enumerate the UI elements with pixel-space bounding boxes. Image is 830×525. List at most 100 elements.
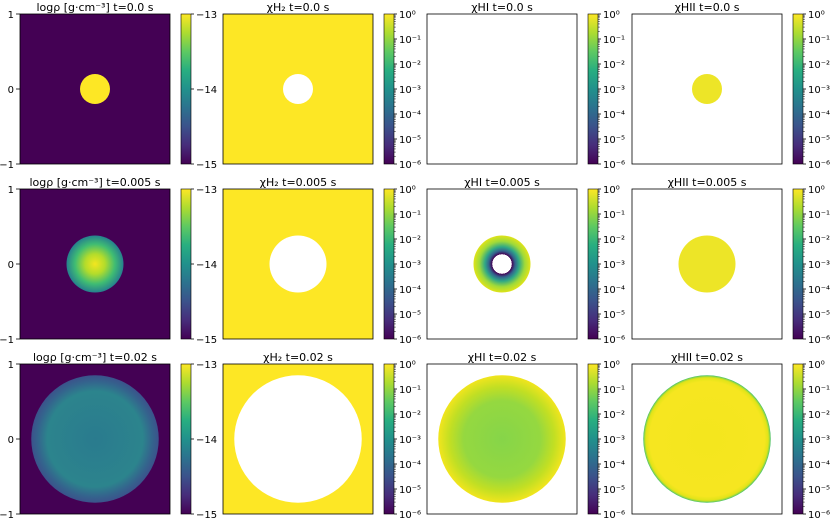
panel-title: χHII t=0.005 s	[668, 176, 747, 189]
colorbar-tick-label: −14	[196, 260, 217, 271]
panel-density-row1: logρ [g·cm⁻³] t=0.005 s 1 0 −1 −13 −14 −15	[0, 176, 217, 346]
panel-HI-row0: χHI t=0.0 s 10⁰ 10⁻¹ 10⁻² 10⁻³ 10⁻⁴ 10⁻⁵ 10⁻⁶	[426, 1, 625, 171]
panel-HII-row2: χHII t=0.02 s 10⁰ 10⁻¹ 10⁻² 10⁻³ 10⁻⁴ 10⁻⁵ 10⁻⁶	[631, 351, 830, 521]
panel-H2-row0: χH₂ t=0.0 s 10⁰ 10⁻¹ 10⁻² 10⁻³ 10⁻⁴ 10⁻⁵ 10⁻⁶	[222, 1, 421, 171]
panel-title: logρ [g·cm⁻³] t=0.0 s	[36, 1, 153, 14]
colorbar-tick-label: 10⁻²	[603, 60, 625, 71]
colorbar	[587, 188, 599, 340]
colorbar-tick-label: 10⁻³	[808, 435, 830, 446]
colorbar-tick-label: 10⁻⁵	[399, 310, 421, 321]
panel-title: χHII t=0.0 s	[675, 1, 740, 14]
y-tick-label: 0	[8, 435, 14, 446]
colorbar-tick-label: 10⁰	[603, 10, 620, 21]
colorbar-tick-label: 10⁻⁶	[603, 510, 625, 521]
hii-sphere	[678, 235, 736, 293]
colorbar-tick-label: 10⁰	[808, 360, 825, 371]
h2-hole	[283, 74, 313, 104]
colorbar-tick-label: 10⁰	[808, 10, 825, 21]
colorbar-tick-label: 10⁻¹	[603, 210, 625, 221]
y-tick-label: −1	[0, 510, 14, 521]
panel-frame	[426, 13, 578, 165]
panel-HI-row1: χHI t=0.005 s 10⁰ 10⁻¹ 10⁻² 10⁻³ 10⁻⁴ 10⁻⁵ 10⁻⁶	[426, 176, 625, 346]
colorbar-tick-label: 10⁻⁴	[808, 460, 830, 471]
colorbar-tick-label: 10⁻⁵	[399, 135, 421, 146]
colorbar-tick-label: 10⁻⁴	[808, 110, 830, 121]
hii-sphere	[643, 375, 771, 503]
colorbar-tick-label: 10⁰	[808, 185, 825, 196]
colorbar-tick-label: 10⁻²	[399, 235, 421, 246]
colorbar-tick-label: 10⁻⁶	[399, 510, 421, 521]
colorbar-tick-label: 10⁻⁴	[399, 110, 421, 121]
panel-title: logρ [g·cm⁻³] t=0.02 s	[33, 351, 157, 364]
colorbar-tick-label: 10⁻⁶	[603, 160, 625, 171]
colorbar-tick-label: 10⁻¹	[603, 35, 625, 46]
colorbar-tick-label: 10⁻¹	[399, 210, 421, 221]
panel-title: χHI t=0.005 s	[464, 176, 540, 189]
colorbar-tick-label: 10⁻¹	[399, 385, 421, 396]
colorbar	[383, 13, 395, 165]
colorbar-tick-label: 10⁻⁶	[808, 160, 830, 171]
panel-title: χHI t=0.0 s	[471, 1, 533, 14]
colorbar-tick-label: 10⁻⁶	[808, 335, 830, 346]
colorbar-tick-label: 10⁻⁴	[399, 285, 421, 296]
panel-HI-row2: χHI t=0.02 s 10⁰ 10⁻¹ 10⁻² 10⁻³ 10⁻⁴ 10⁻⁵ 10⁻⁶	[426, 351, 625, 521]
density-sphere	[66, 235, 124, 293]
colorbar	[180, 188, 192, 340]
y-tick-label: 0	[8, 260, 14, 271]
colorbar-tick-label: 10⁻⁶	[603, 335, 625, 346]
y-tick-label: 0	[8, 85, 14, 96]
colorbar-tick-label: 10⁻⁴	[808, 285, 830, 296]
colorbar-tick-label: 10⁻²	[399, 410, 421, 421]
colorbar-tick-label: 10⁻⁴	[603, 110, 625, 121]
colorbar-tick-label: 10⁰	[399, 10, 416, 21]
colorbar-tick-label: −14	[196, 435, 217, 446]
colorbar	[792, 13, 804, 165]
panel-title: χH₂ t=0.02 s	[263, 351, 333, 364]
panel-density-row2: logρ [g·cm⁻³] t=0.02 s 1 0 −1 −13 −14 −15	[0, 351, 217, 521]
colorbar-tick-label: 10⁻⁵	[603, 135, 625, 146]
colorbar	[792, 363, 804, 515]
colorbar-tick-label: 10⁻⁶	[399, 335, 421, 346]
colorbar-tick-label: 10⁻⁵	[808, 485, 830, 496]
panel-frame	[631, 188, 783, 340]
panel-frame	[426, 188, 578, 340]
colorbar-tick-label: 10⁻³	[399, 435, 421, 446]
colorbar-tick-label: −15	[196, 335, 217, 346]
colorbar-tick-label: 10⁻²	[399, 60, 421, 71]
colorbar	[792, 188, 804, 340]
panel-HII-row1: χHII t=0.005 s 10⁰ 10⁻¹ 10⁻² 10⁻³ 10⁻⁴ 10⁻⁵ 10⁻…	[631, 176, 830, 346]
colorbar-tick-label: 10⁻⁴	[399, 460, 421, 471]
panel-title: χHII t=0.02 s	[671, 351, 743, 364]
panel-frame	[222, 13, 374, 165]
colorbar-tick-label: 10⁻⁴	[603, 460, 625, 471]
panel-title: χH₂ t=0.0 s	[267, 1, 330, 14]
colorbar-tick-label: −13	[196, 360, 217, 371]
colorbar-tick-label: 10⁻³	[603, 260, 625, 271]
colorbar-tick-label: 10⁻⁵	[808, 310, 830, 321]
colorbar-tick-label: 10⁻⁶	[808, 510, 830, 521]
colorbar-tick-label: 10⁻¹	[808, 385, 830, 396]
panel-frame	[222, 363, 374, 515]
panel-frame	[631, 13, 783, 165]
colorbar-tick-label: 10⁻⁴	[603, 285, 625, 296]
colorbar-tick-label: 10⁻¹	[808, 210, 830, 221]
colorbar-tick-label: −13	[196, 10, 217, 21]
colorbar-tick-label: 10⁻⁵	[399, 485, 421, 496]
colorbar-tick-label: 10⁻³	[603, 85, 625, 96]
panel-frame	[631, 363, 783, 515]
colorbar-tick-label: 10⁻²	[603, 235, 625, 246]
panel-density-row0: logρ [g·cm⁻³] t=0.0 s 1 0 −1 −13 −14 −15	[0, 1, 217, 171]
colorbar-tick-label: 10⁻⁶	[399, 160, 421, 171]
colorbar-tick-label: 10⁻¹	[808, 35, 830, 46]
density-sphere	[31, 375, 159, 503]
panel-frame	[222, 188, 374, 340]
hii-sphere	[692, 74, 722, 104]
colorbar	[180, 363, 192, 515]
y-tick-label: 1	[8, 360, 14, 371]
panel-H2-row2: χH₂ t=0.02 s 10⁰ 10⁻¹ 10⁻² 10⁻³ 10⁻⁴ 10⁻⁵ 10⁻⁶	[222, 351, 421, 521]
colorbar-tick-label: 10⁻³	[808, 260, 830, 271]
colorbar-tick-label: 10⁻⁵	[603, 485, 625, 496]
colorbar-tick-label: 10⁻²	[808, 60, 830, 71]
density-sphere	[80, 74, 110, 104]
